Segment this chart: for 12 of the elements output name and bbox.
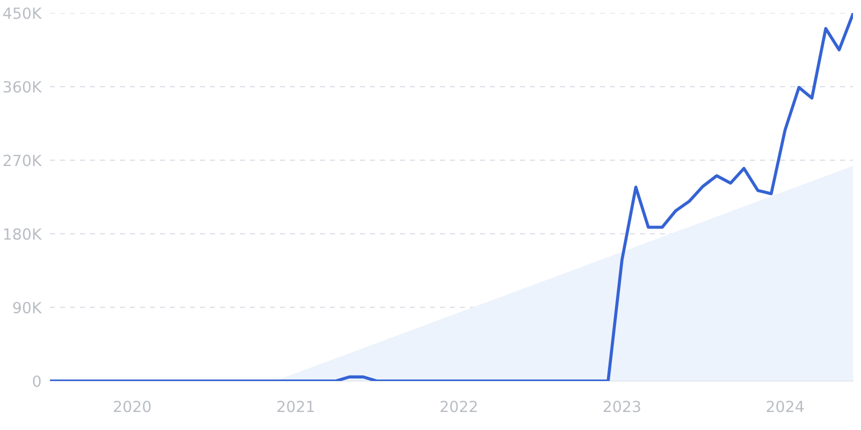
x-tick-label: 2023 <box>604 400 640 412</box>
x-tick-label: 2024 <box>766 400 804 412</box>
y-tick-label: 0 <box>32 375 41 388</box>
y-tick-label: 270K <box>4 154 42 166</box>
y-tick-label: 360K <box>4 81 42 93</box>
x-tick-label: 2022 <box>440 400 477 412</box>
y-tick-label: 180K <box>4 228 42 240</box>
x-tick-label: 2021 <box>277 400 314 412</box>
x-tick-label: 2020 <box>114 400 151 412</box>
y-tick-label: 450K <box>3 7 42 20</box>
y-tick-label: 90K <box>13 302 42 314</box>
line-series <box>50 13 853 381</box>
